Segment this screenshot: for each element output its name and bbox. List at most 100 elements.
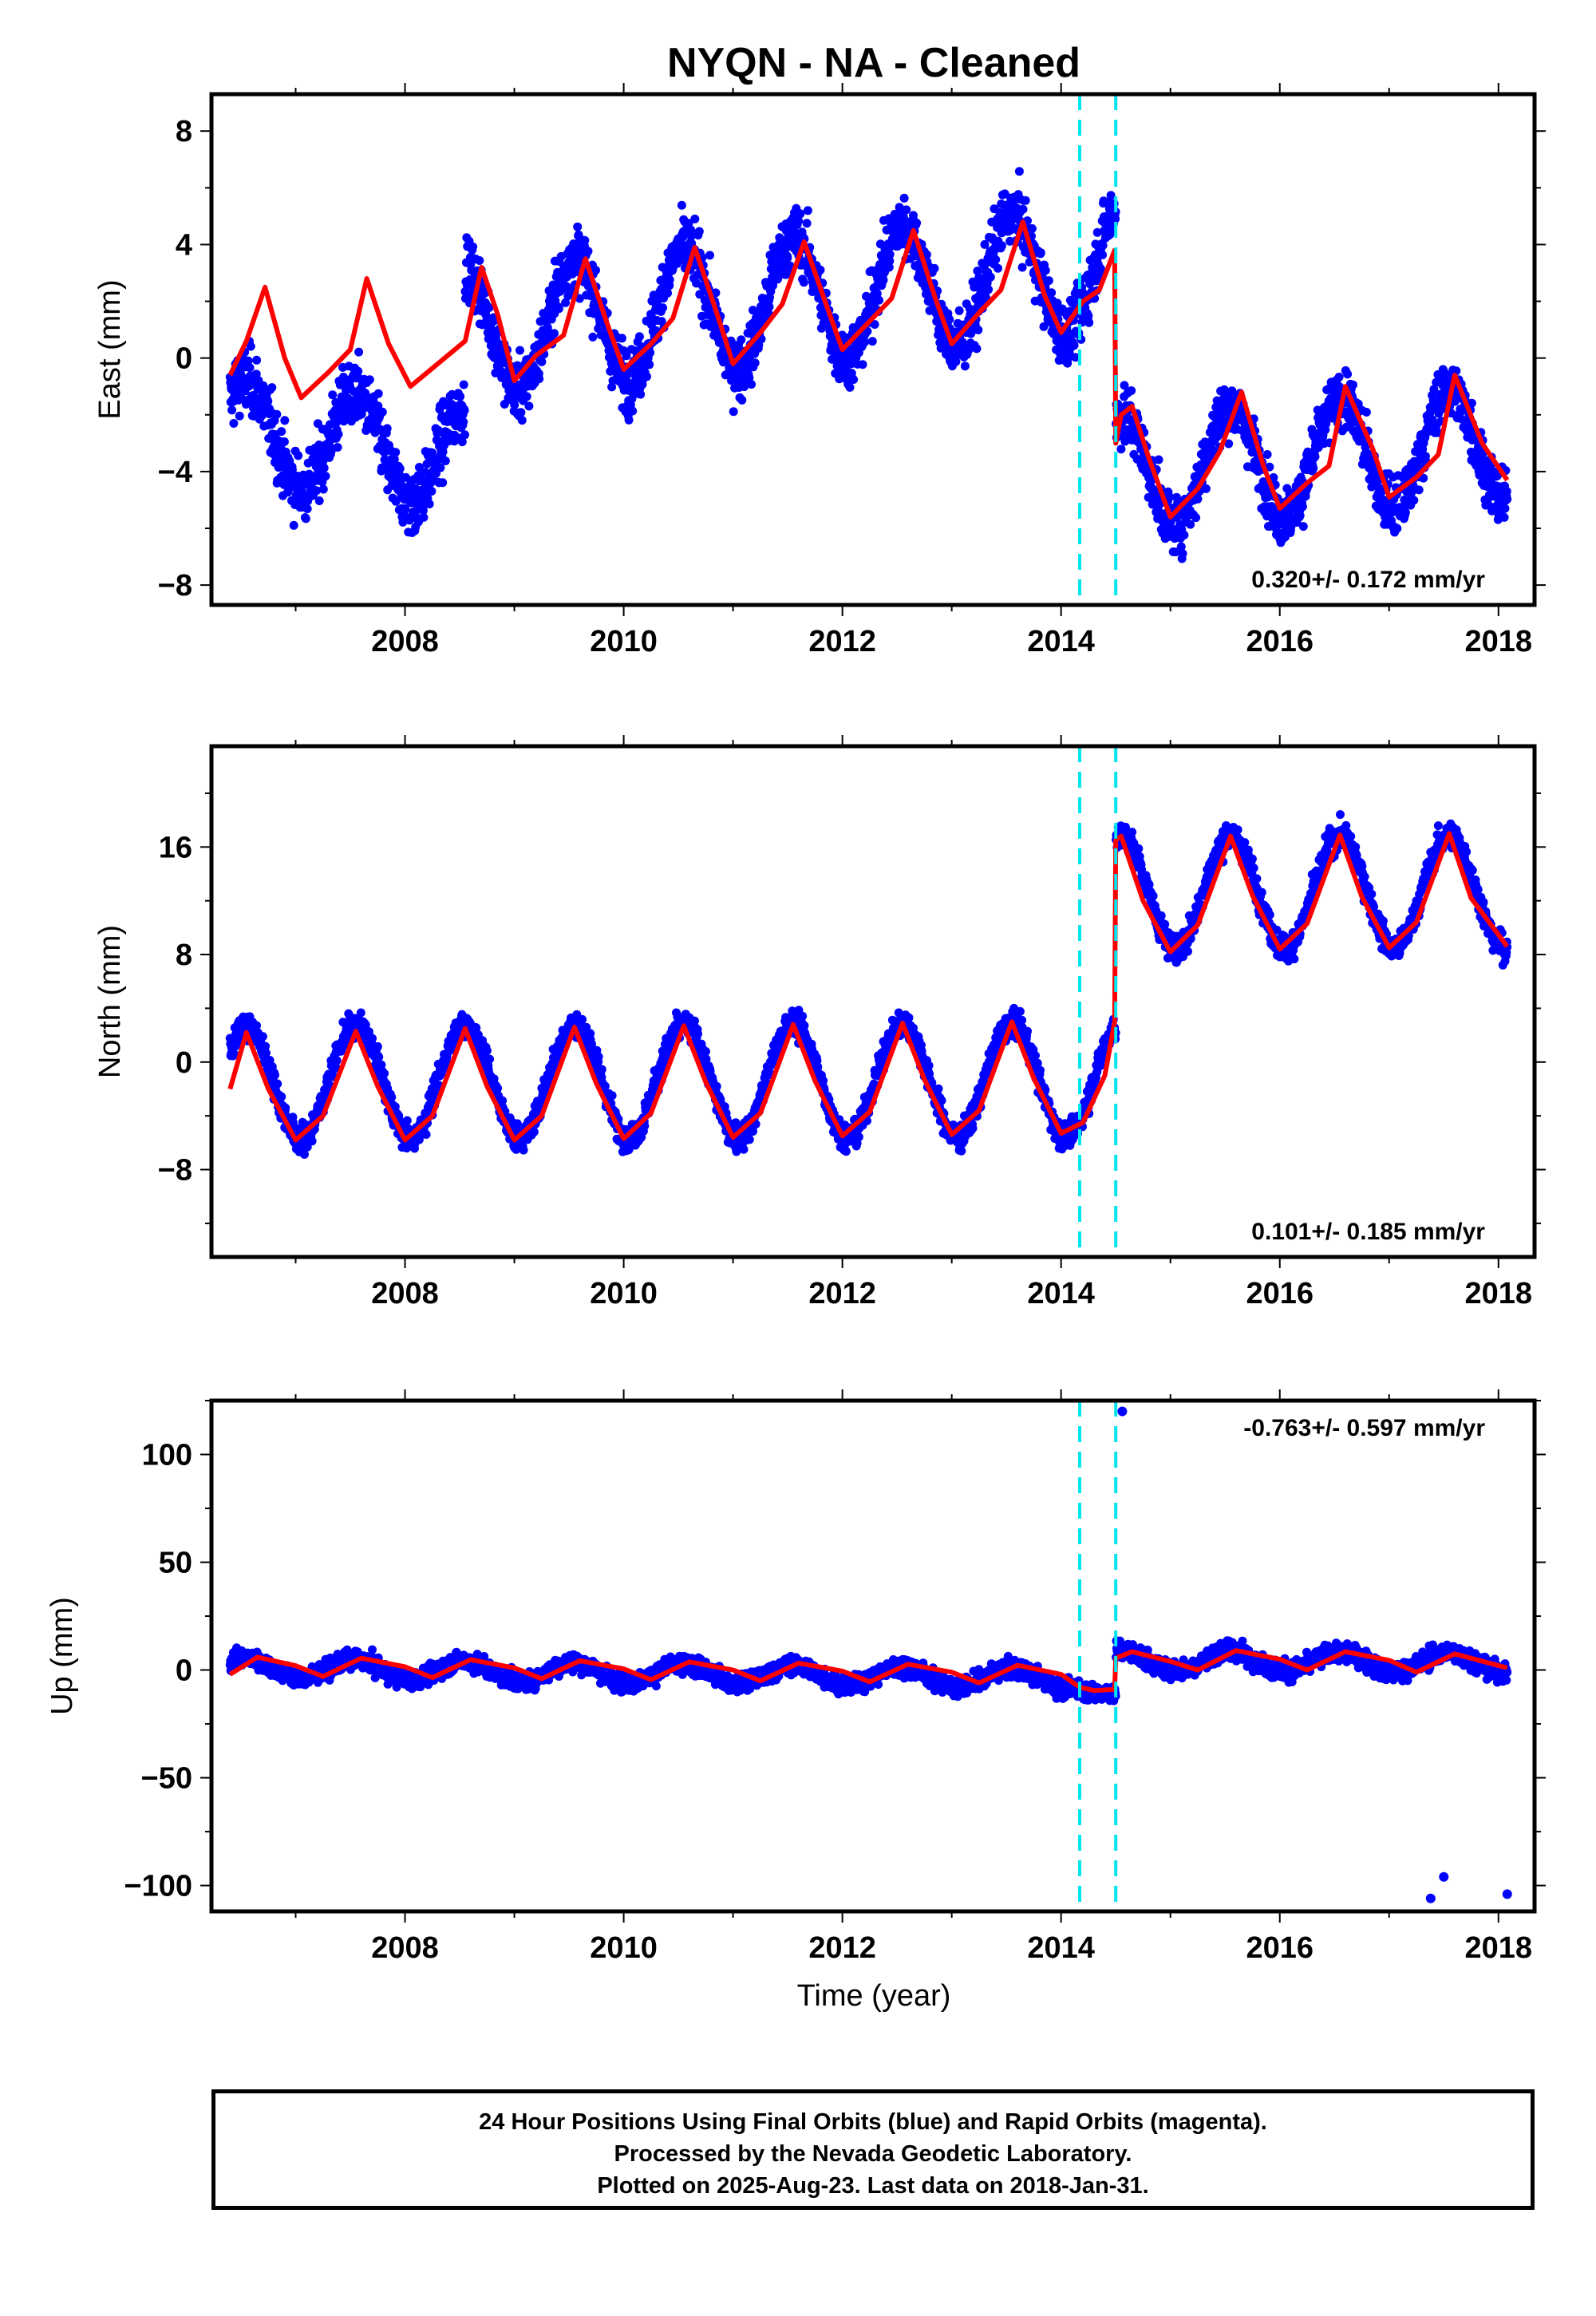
data-point <box>401 472 410 482</box>
data-point <box>277 427 286 437</box>
data-point <box>622 351 631 361</box>
data-point <box>418 506 428 516</box>
data-point <box>1499 512 1509 522</box>
data-point <box>1120 381 1129 390</box>
data-point <box>694 227 704 236</box>
data-point <box>1044 276 1053 286</box>
data-point <box>712 1081 721 1091</box>
x-tick-label: 2010 <box>590 625 658 658</box>
data-point <box>1409 496 1419 505</box>
data-point <box>628 406 638 416</box>
data-point <box>634 332 644 342</box>
data-point <box>875 295 883 305</box>
data-point <box>1349 380 1357 389</box>
data-point <box>1414 485 1424 495</box>
data-point <box>1047 288 1057 298</box>
data-point <box>954 306 964 315</box>
data-point <box>583 247 593 256</box>
data-point <box>535 374 544 384</box>
data-point <box>642 372 651 381</box>
data-point <box>318 484 328 494</box>
data-point <box>799 278 808 287</box>
data-point <box>658 303 668 313</box>
data-point <box>745 1135 754 1144</box>
data-point <box>263 397 273 406</box>
data-point <box>1036 248 1045 258</box>
data-point <box>594 1052 603 1061</box>
data-point <box>289 520 298 530</box>
data-point <box>307 1136 317 1146</box>
data-point <box>991 255 1001 264</box>
data-point <box>485 1054 495 1064</box>
data-point <box>1021 196 1030 205</box>
data-point <box>332 1056 342 1065</box>
data-point <box>1262 450 1272 459</box>
data-point <box>512 1119 522 1128</box>
data-point <box>617 334 626 343</box>
plot-area-north <box>225 810 1512 1159</box>
data-point <box>1201 484 1211 493</box>
data-point <box>279 437 289 446</box>
data-point <box>1298 522 1308 532</box>
data-point <box>912 218 922 227</box>
data-point <box>686 231 696 241</box>
data-point <box>1393 524 1402 533</box>
figure-title: NYQN - NA - Cleaned <box>667 40 1080 86</box>
data-point <box>334 429 343 439</box>
data-point <box>1502 487 1511 496</box>
x-tick-label: 2008 <box>371 625 439 658</box>
data-point <box>597 1065 606 1074</box>
data-point <box>1178 549 1187 559</box>
data-point <box>460 430 469 440</box>
data-point <box>425 500 434 508</box>
data-point <box>624 415 634 425</box>
data-point <box>1191 513 1201 523</box>
data-point <box>867 337 877 346</box>
data-point <box>333 443 342 452</box>
data-point <box>1027 223 1037 233</box>
data-point <box>573 222 583 231</box>
x-tick-label: 2018 <box>1465 625 1533 658</box>
data-point <box>1116 445 1126 454</box>
data-point <box>482 1046 492 1055</box>
data-point <box>974 325 983 334</box>
data-point <box>636 389 646 399</box>
data-point <box>229 419 239 428</box>
data-point <box>321 472 330 481</box>
data-point <box>516 408 526 417</box>
data-point <box>607 1091 617 1101</box>
data-point <box>1309 464 1318 473</box>
data-point <box>421 1130 431 1139</box>
data-point <box>302 504 312 513</box>
data-point <box>357 409 366 419</box>
data-point <box>550 329 559 338</box>
data-point <box>277 1092 286 1101</box>
data-point <box>578 1014 587 1024</box>
data-point <box>1098 250 1108 259</box>
data-point <box>747 380 757 389</box>
data-point <box>377 407 387 417</box>
data-point <box>427 487 437 496</box>
data-point <box>845 382 855 392</box>
data-point <box>860 338 870 347</box>
data-point <box>1186 520 1195 529</box>
data-point <box>684 219 693 228</box>
data-point <box>419 512 429 522</box>
data-point <box>510 400 519 409</box>
data-point <box>1503 495 1512 504</box>
data-point <box>1310 452 1320 461</box>
data-point <box>380 1069 389 1078</box>
data-point <box>328 390 338 400</box>
data-point <box>391 496 401 506</box>
data-point <box>537 357 547 366</box>
data-point <box>484 302 494 312</box>
data-point <box>460 405 469 415</box>
data-point <box>493 1084 503 1093</box>
data-point <box>245 363 255 373</box>
data-point <box>387 1093 397 1102</box>
data-point <box>663 288 672 298</box>
data-point <box>1069 341 1079 350</box>
data-point <box>246 342 255 351</box>
